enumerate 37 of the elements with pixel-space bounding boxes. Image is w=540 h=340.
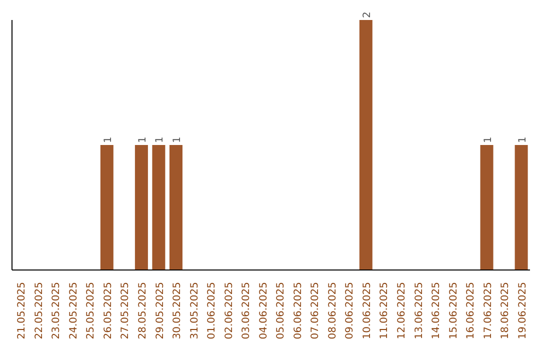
x-tick-label: 31.05.2025 bbox=[189, 282, 200, 340]
data-label: 1 bbox=[482, 136, 494, 143]
x-tick-label: 28.05.2025 bbox=[138, 282, 148, 340]
x-tick-label: 06.06.2025 bbox=[292, 282, 304, 340]
x-tick-label: 17.06.2025 bbox=[482, 282, 494, 340]
x-tick-label: 26.05.2025 bbox=[102, 282, 114, 340]
x-tick-label: 02.06.2025 bbox=[224, 282, 235, 340]
x-tick-label: 11.06.2025 bbox=[379, 282, 390, 340]
data-label: 1 bbox=[172, 136, 183, 143]
x-tick-label: 10.06.2025 bbox=[362, 282, 373, 340]
x-tick-label: 12.06.2025 bbox=[396, 282, 408, 340]
x-tick-label: 09.06.2025 bbox=[344, 282, 356, 340]
x-tick-label: 19.06.2025 bbox=[517, 282, 528, 340]
x-tick-label: 15.06.2025 bbox=[448, 282, 460, 340]
data-label: 1 bbox=[517, 136, 528, 143]
x-tick-label: 23.05.2025 bbox=[51, 282, 62, 340]
x-tick-label: 14.06.2025 bbox=[431, 282, 442, 340]
data-label: 2 bbox=[362, 12, 373, 18]
x-tick-label: 30.05.2025 bbox=[172, 282, 184, 340]
x-tick-label: 22.05.2025 bbox=[34, 282, 45, 340]
x-tick-label: 16.06.2025 bbox=[466, 282, 477, 340]
x-tick-label: 18.06.2025 bbox=[500, 282, 512, 340]
x-tick-label: 29.05.2025 bbox=[154, 282, 166, 340]
x-tick-label: 27.05.2025 bbox=[120, 282, 132, 340]
x-tick-label: 01.06.2025 bbox=[206, 282, 218, 340]
x-tick-label: 07.06.2025 bbox=[310, 282, 322, 340]
data-label: 1 bbox=[102, 136, 114, 143]
x-tick-label: 25.05.2025 bbox=[86, 282, 97, 340]
x-tick-label: 24.05.2025 bbox=[68, 282, 80, 340]
x-tick-label: 21.05.2025 bbox=[16, 282, 28, 340]
data-label: 1 bbox=[154, 136, 166, 143]
data-label: 1 bbox=[137, 136, 148, 143]
x-tick-label: 08.06.2025 bbox=[327, 282, 338, 340]
x-tick-label: 05.06.2025 bbox=[276, 282, 287, 340]
x-tick-label: 04.06.2025 bbox=[258, 282, 270, 340]
x-tick-label: 13.06.2025 bbox=[414, 282, 425, 340]
x-tick-label: 03.06.2025 bbox=[241, 282, 252, 340]
